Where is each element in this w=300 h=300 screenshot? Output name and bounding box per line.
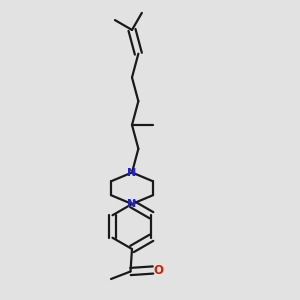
Text: O: O — [153, 263, 163, 277]
Text: N: N — [127, 167, 136, 178]
Text: N: N — [127, 199, 136, 209]
